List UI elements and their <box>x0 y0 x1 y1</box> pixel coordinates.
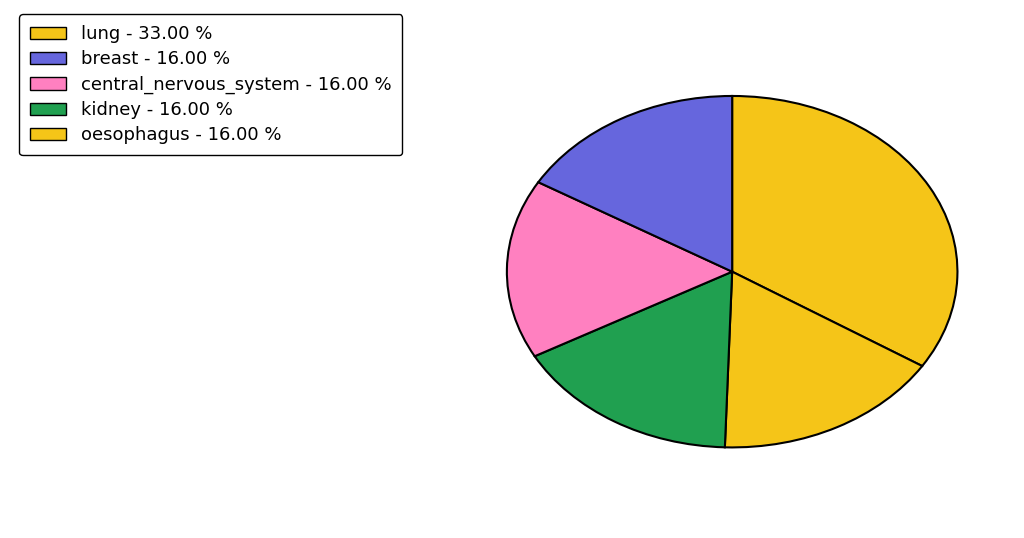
Legend: lung - 33.00 %, breast - 16.00 %, central_nervous_system - 16.00 %, kidney - 16.: lung - 33.00 %, breast - 16.00 %, centra… <box>19 15 402 155</box>
Wedge shape <box>725 272 923 448</box>
Wedge shape <box>539 96 732 272</box>
Wedge shape <box>732 96 957 366</box>
Wedge shape <box>535 272 732 447</box>
Wedge shape <box>507 182 732 356</box>
